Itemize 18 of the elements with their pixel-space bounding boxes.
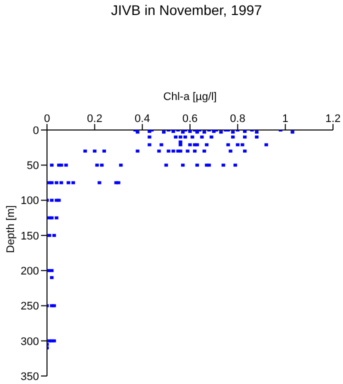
y-tick-label: 250 — [20, 300, 39, 313]
x-tick-label: 0.2 — [87, 113, 102, 125]
x-tick-label: 1 — [282, 113, 288, 125]
y-tick-label: 100 — [20, 195, 39, 208]
y-tick-label: 350 — [20, 370, 39, 383]
y-tick-label: 50 — [26, 160, 39, 172]
x-tick-label: 0.6 — [182, 113, 198, 125]
x-axis-title: Chl-a [µg/l] — [163, 91, 217, 103]
x-tick-label: 1.2 — [325, 113, 341, 125]
x-tick-label: 0.4 — [134, 113, 150, 125]
x-tick-label: 0 — [44, 113, 50, 125]
y-tick-label: 0 — [32, 124, 39, 137]
y-tick-label: 150 — [20, 230, 39, 242]
x-tick-label: 0.8 — [230, 113, 246, 125]
y-tick-label: 300 — [20, 336, 39, 348]
y-axis-title: Depth [m] — [4, 205, 17, 253]
y-tick-label: 200 — [20, 265, 39, 278]
chart-title: JIVB in November, 1997 — [110, 2, 263, 18]
